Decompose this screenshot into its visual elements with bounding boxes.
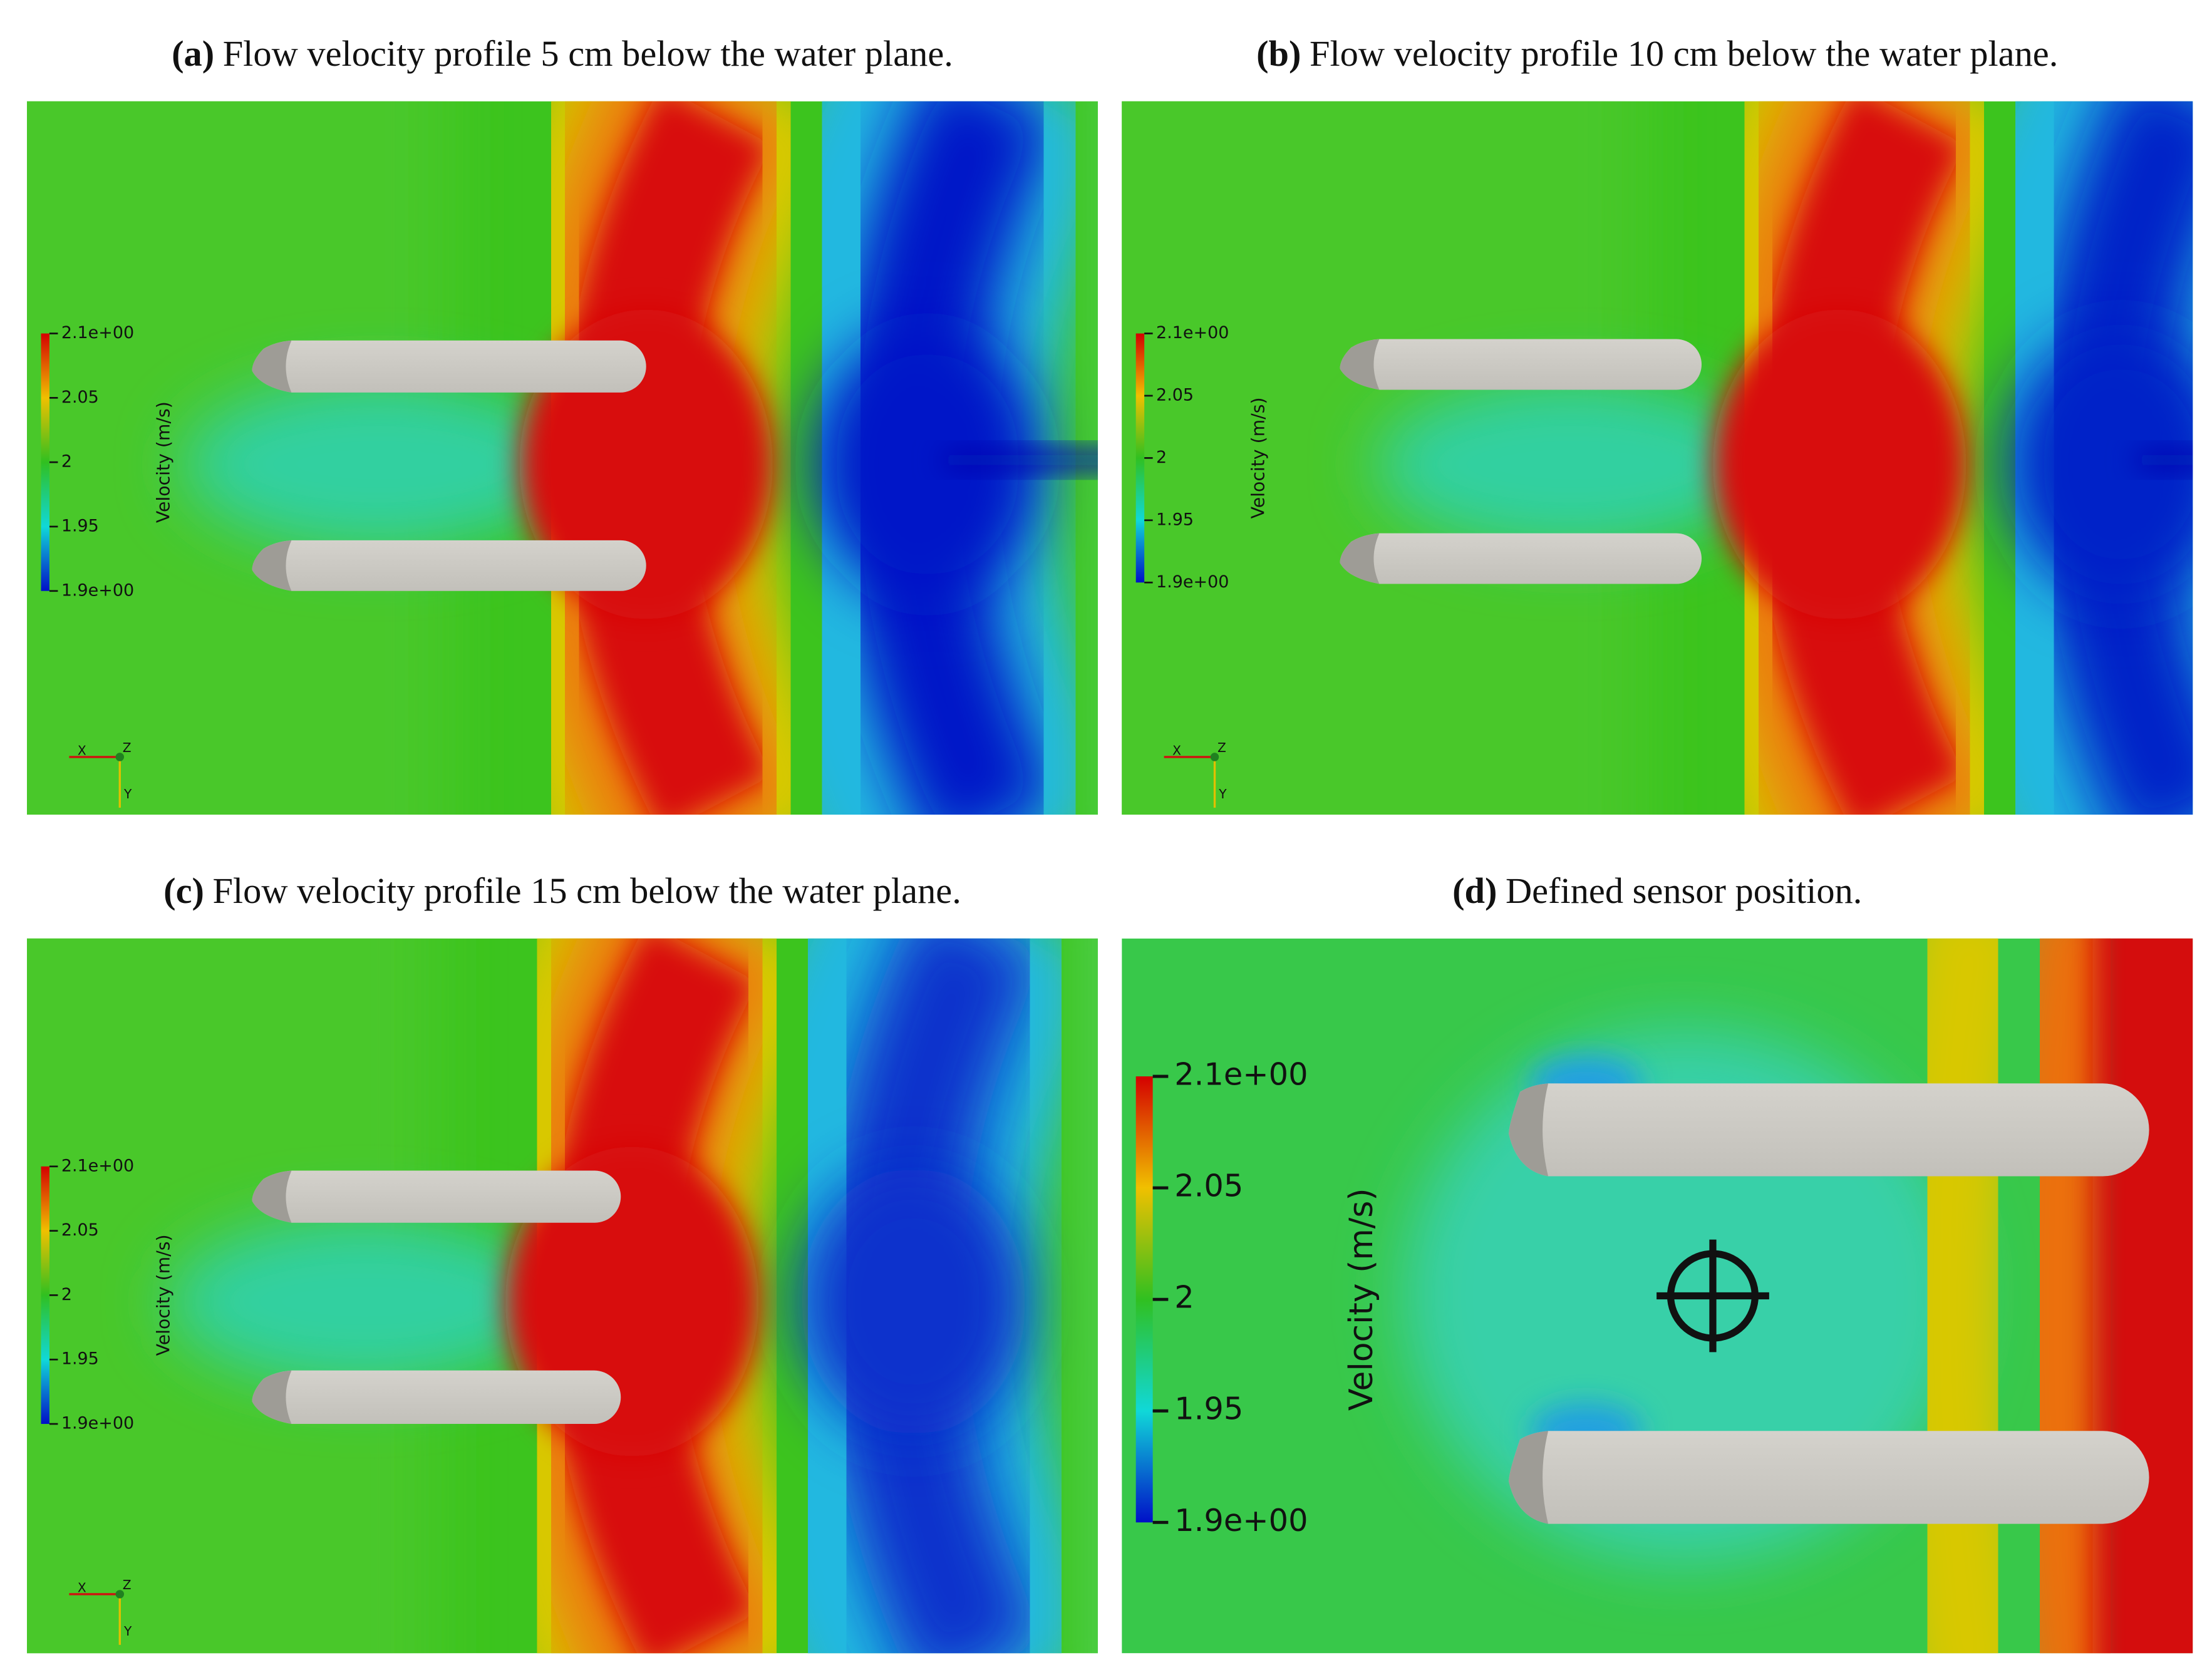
caption-text: Flow velocity profile 15 cm below the wa… [212,871,961,912]
flow-panel: 2.1e+00 2.05 2 1.95 1.9e+00 Velocity (m/s) X Z Y [26,938,1098,1654]
colorbar-tick-label: 2 [1156,448,1167,467]
hull-bow [1340,533,1380,584]
hull [1509,1083,2149,1177]
flow-field [1122,101,2193,815]
caption-text: Flow velocity profile 10 cm below the wa… [1310,34,2058,75]
sensor-marker [1657,1239,1769,1353]
blue-core [800,1168,1026,1436]
colorbar-tick-label: 2.05 [1174,1168,1243,1204]
axis-label: X [78,1580,86,1595]
hull-bow [1509,1083,1549,1177]
colorbar-tick-label: 2.1e+00 [61,323,134,343]
hull [1340,533,1702,584]
panel-label: (d) [1452,871,1497,912]
flow-panel: 2.1e+00 2.05 2 1.95 1.9e+00 Velocity (m/s) X Z Y [26,101,1098,815]
flow-field [26,101,1098,815]
hull-bow [252,340,292,393]
panel-caption: (a) Flow velocity profile 5 cm below the … [172,34,953,75]
wake-jet [2135,450,2193,470]
colorbar-tick-label: 2.1e+00 [1174,1056,1308,1093]
caption-text: Defined sensor position. [1506,871,1862,912]
axis-label: Y [123,1624,132,1639]
wake-jet [941,450,1098,470]
hull [252,1370,621,1425]
colorbar-tick-label: 1.9e+00 [61,580,134,600]
hull-bow [252,540,292,591]
panel-label: (b) [1256,34,1301,75]
colorbar-tick-label: 2.05 [1156,385,1194,405]
colorbar-tick-label: 1.95 [1174,1391,1243,1427]
panel-caption: (b) Flow velocity profile 10 cm below the… [1256,34,2058,75]
axis-label: Z [123,1577,132,1592]
axis-label: Z [1217,740,1226,755]
colorbar-tick-label: 2 [61,452,72,472]
axis-label: Y [123,786,132,801]
hull-bow [252,1370,292,1425]
hull [252,340,646,393]
colorbar [1135,333,1145,583]
colorbar-tick-label: 2.1e+00 [61,1156,134,1175]
colorbar-tick-label: 1.9e+00 [1156,572,1229,592]
hull-bow [252,1170,292,1223]
right-tone [1082,938,1098,1654]
flow-field [1122,938,2193,1654]
hull-bow [1340,339,1380,390]
blue-core [815,331,1040,599]
colorbar-tick-label: 2 [61,1285,72,1304]
axis-label: Z [123,740,132,755]
colorbar-tick-label: 2.05 [61,388,99,407]
colorbar-tick-label: 1.95 [61,516,99,535]
red-core [1712,309,1967,619]
flow-panel: 2.1e+00 2.05 2 1.95 1.9e+00 Velocity (m/s) X Z Y [1122,101,2193,815]
colorbar-title: Velocity (m/s) [1248,397,1269,518]
hull [1509,1431,2149,1524]
blue-core [2008,331,2193,598]
panel-label: (c) [163,871,204,912]
colorbar-title: Velocity (m/s) [153,1234,173,1356]
colorbar-title: Velocity (m/s) [1343,1188,1380,1411]
flow-panel: 2.1e+00 2.05 2 1.95 1.9e+00 Velocity (m/s) [1122,938,2193,1654]
panel-caption: (d) Defined sensor position. [1452,871,1862,912]
hull [1340,339,1702,390]
axis-z-dot [115,1590,125,1599]
colorbar-tick-label: 1.9e+00 [61,1414,134,1433]
axis-z-dot [115,753,125,761]
colorbar-tick-label: 2 [1174,1279,1194,1316]
hull [252,1170,621,1223]
axis-label: X [78,743,86,758]
colorbar-tick-label: 2.05 [61,1220,99,1240]
colorbar-tick-label: 1.95 [61,1349,99,1369]
yellow-band [1868,938,2050,1654]
caption-text: Flow velocity profile 5 cm below the wat… [223,34,953,75]
axis-label: X [1172,743,1181,758]
colorbar-title: Velocity (m/s) [153,401,173,523]
colorbar [41,333,49,591]
flow-field [26,938,1098,1654]
axis-z-dot [1210,753,1219,761]
colorbar-tick-label: 1.9e+00 [1174,1502,1308,1538]
colorbar-tick-label: 1.95 [1156,510,1194,529]
colorbar-tick-label: 2.1e+00 [1156,323,1229,343]
colorbar [41,1166,49,1425]
hull-bow [1509,1431,1549,1524]
axis-label: Y [1218,786,1227,801]
hull [252,540,646,591]
colorbar [1135,1076,1153,1523]
panel-label: (a) [172,34,214,75]
orange-band [1980,938,2163,1654]
red-zone [2092,938,2193,1654]
panel-caption: (c) Flow velocity profile 15 cm below the… [163,871,961,912]
